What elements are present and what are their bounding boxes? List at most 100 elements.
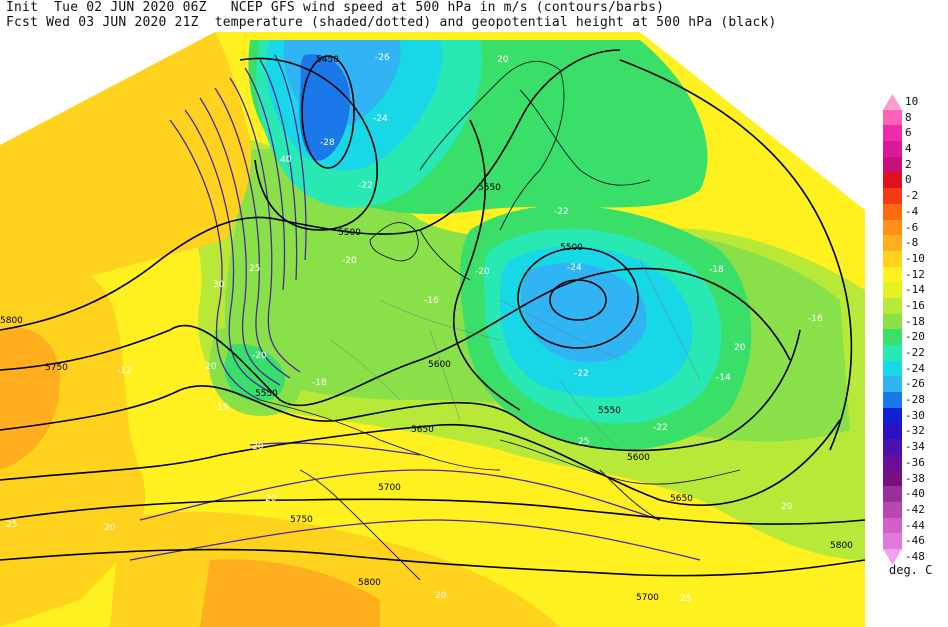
temperature-color-legend: 10 8 6 4 2 0 -2 -4 -6 -8 -10 -12 -14 -16 -18 -20 -22 -24 -… (883, 94, 943, 565)
temp-label: -20 (342, 256, 357, 266)
legend-row: -16 (883, 297, 943, 314)
legend-swatch (883, 297, 902, 314)
legend-label: -44 (905, 518, 925, 532)
legend-row: -22 (883, 345, 943, 361)
legend-unit: deg. C (889, 563, 933, 577)
temp-label: -24 (567, 263, 582, 273)
legend-swatch (883, 188, 902, 204)
wind-label: 20 (205, 362, 217, 372)
legend-label: 8 (905, 110, 912, 124)
wind-label: 25 (249, 264, 260, 274)
legend-swatch (883, 172, 902, 189)
height-label: 5800 (0, 316, 23, 326)
legend-label: 6 (905, 126, 912, 140)
legend-row: -32 (883, 423, 943, 440)
height-labels: 5450 5500 5550 5550 5600 5650 5700 5750 … (0, 55, 853, 603)
legend-row: -26 (883, 376, 943, 393)
header-forecast-line: Fcst Wed 03 JUN 2020 21Z temperature (sh… (6, 15, 777, 30)
legend-swatch (883, 109, 902, 126)
legend-row: -38 (883, 470, 943, 487)
legend-swatch (883, 407, 902, 424)
legend-row: -2 (883, 188, 943, 204)
legend-row: 2 (883, 156, 943, 173)
height-label: 5750 (45, 363, 68, 373)
legend-swatch (883, 423, 902, 440)
temp-label: -16 (808, 314, 823, 324)
legend-row: 0 (883, 172, 943, 189)
legend-swatch (883, 125, 902, 142)
legend-label: 4 (905, 142, 912, 156)
legend-label: -28 (905, 393, 925, 407)
legend-label: -34 (905, 440, 925, 454)
temp-label: -18 (709, 265, 724, 275)
legend-swatch (883, 517, 902, 534)
legend-label: -20 (905, 330, 925, 344)
height-label: 5600 (428, 360, 451, 370)
legend-row: -10 (883, 250, 943, 267)
legend-row: -12 (883, 266, 943, 283)
legend-row: -6 (883, 219, 943, 236)
temp-label: -18 (312, 378, 327, 388)
height-label: 5550 (478, 183, 501, 193)
coastlines (259, 60, 741, 581)
temp-label: -22 (358, 181, 373, 191)
legend-swatch (883, 345, 902, 361)
header-init-line: Init Tue 02 JUN 2020 06Z NCEP GFS wind s… (6, 0, 665, 15)
legend-row: -42 (883, 501, 943, 518)
height-label: 5800 (830, 541, 853, 551)
legend-row: -34 (883, 439, 943, 455)
legend-swatch (883, 329, 902, 345)
temp-label: -22 (554, 207, 569, 217)
wind-label: 20 (104, 523, 116, 533)
temp-label: -26 (375, 53, 390, 63)
temp-label: -22 (653, 423, 668, 433)
height-label: 5650 (670, 494, 693, 504)
height-label: 5550 (598, 406, 621, 416)
legend-swatch (883, 266, 902, 283)
legend-row: -14 (883, 282, 943, 298)
legend-label: -48 (905, 549, 925, 563)
legend-row: -20 (883, 329, 943, 345)
wind-label: 20 (435, 591, 447, 601)
legend-swatch (883, 470, 902, 487)
legend-label: -16 (905, 298, 925, 312)
legend-swatch (883, 439, 902, 455)
legend-swatch (883, 486, 902, 502)
wind-label: 25 (6, 520, 17, 530)
temp-label: -20 (252, 351, 267, 361)
legend-label: -22 (905, 346, 925, 359)
height-label: 5750 (290, 515, 313, 525)
legend-row: -18 (883, 313, 943, 330)
legend-label: -42 (905, 502, 925, 516)
legend-row: -30 (883, 407, 943, 424)
legend-swatch (883, 141, 902, 157)
legend-label: -8 (905, 236, 919, 250)
wind-label: 20 (781, 502, 793, 512)
wind-label: 25 (680, 594, 691, 604)
height-label: 5700 (636, 593, 659, 603)
country-borders (329, 259, 701, 451)
temp-label: -12 (117, 366, 132, 376)
legend-label: 10 (905, 95, 919, 108)
legend-label: -24 (905, 361, 925, 375)
legend-swatch (883, 454, 902, 471)
wind-labels: 20 25 30 40 20 15 20 20 25 20 20 25 20 2… (6, 55, 793, 604)
legend-swatch (883, 156, 902, 173)
legend-row: -44 (883, 517, 943, 534)
legend-row: -40 (883, 486, 943, 502)
geopotential-height-contours (0, 49, 865, 577)
legend-row: -48 (883, 548, 943, 565)
wind-label: 30 (213, 280, 225, 290)
legend-row: -4 (883, 203, 943, 220)
legend-swatch (883, 250, 902, 267)
height-label: 5500 (338, 228, 361, 238)
temp-label: -16 (424, 296, 439, 306)
legend-swatch (883, 313, 902, 330)
wind-speed-contours (129, 54, 701, 561)
legend-label: -40 (905, 487, 925, 501)
wind-label: 25 (578, 437, 589, 447)
height-label: 5550 (255, 389, 278, 399)
wind-label: 20 (252, 442, 264, 452)
legend-label: -4 (905, 204, 919, 218)
legend-label: 2 (905, 157, 912, 171)
